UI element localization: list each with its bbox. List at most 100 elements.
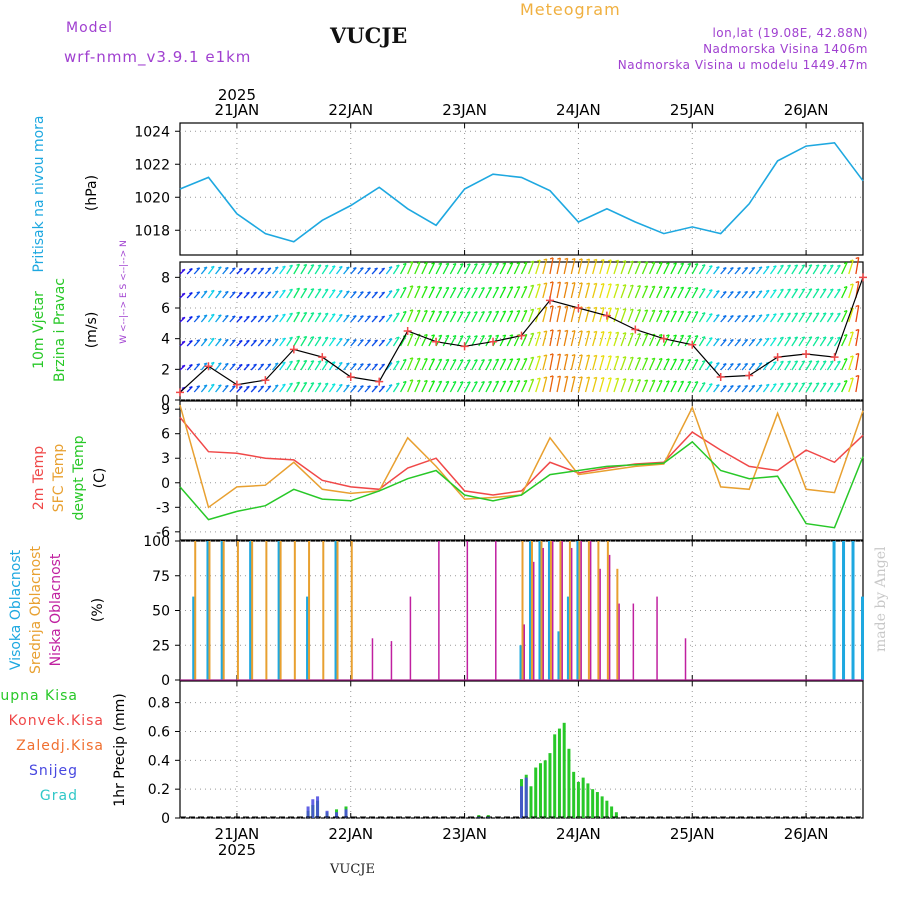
wind-arrow-head xyxy=(431,358,435,361)
wind-arrow-head xyxy=(687,334,691,338)
wind-arrow xyxy=(848,377,854,393)
wind-arrow xyxy=(542,330,548,347)
wind-arrow-head xyxy=(855,256,859,260)
wind-arrow-head xyxy=(815,336,820,339)
wind-arrow xyxy=(670,380,677,393)
wind-arrow xyxy=(826,312,834,323)
wind-arrow xyxy=(634,285,642,299)
wind-arrow xyxy=(456,287,464,299)
wind-arrow-head xyxy=(557,305,561,308)
wind-gust-marker xyxy=(716,373,725,381)
wind-arrow xyxy=(421,262,428,275)
wind-arrow-head xyxy=(367,267,371,270)
wind-arrow xyxy=(435,334,443,347)
wind-arrow-head xyxy=(549,257,554,260)
wind-arrow-head xyxy=(502,334,506,337)
wind-arrow-head xyxy=(843,310,848,313)
wind-ylabel-2: Brzina i Pravac xyxy=(52,278,68,382)
wind-arrow-head xyxy=(238,267,243,271)
cloud-series-0 xyxy=(192,541,864,680)
wind-arrow-head xyxy=(855,304,859,308)
wind-arrow xyxy=(769,265,777,275)
wind-arrow-head xyxy=(402,358,407,362)
wind-arrow-head xyxy=(246,339,250,343)
wind-arrow xyxy=(371,267,378,275)
wind-arrow-head xyxy=(310,336,314,339)
wind-arrow-head xyxy=(303,311,307,315)
wind-arrow-head xyxy=(509,310,513,313)
wind-arrow-head xyxy=(296,335,300,338)
wind-arrow xyxy=(357,315,364,323)
wind-arrow-head xyxy=(303,381,307,385)
wind-arrow xyxy=(421,286,428,299)
wind-arrow-head xyxy=(203,384,208,387)
wind-arrow xyxy=(264,363,272,371)
wind-arrow xyxy=(798,264,806,275)
wind-arrow xyxy=(741,267,749,275)
wind-arrow xyxy=(371,385,378,393)
wind-arrow-head xyxy=(607,307,612,310)
cloud-bar xyxy=(438,541,440,680)
wind-arrow xyxy=(414,309,421,323)
wind-arrow xyxy=(677,286,685,299)
wind-arrow-head xyxy=(765,313,770,316)
wind-arrow xyxy=(336,338,343,347)
wind-arrow xyxy=(364,385,371,393)
wind-arrow-head xyxy=(673,310,677,313)
wind-gust-marker xyxy=(602,311,611,320)
wind-arrow-head xyxy=(615,331,619,334)
wind-arrow xyxy=(229,291,236,299)
wind-arrow-head xyxy=(274,314,279,317)
wind-arrow xyxy=(691,311,699,323)
wind-arrow xyxy=(705,361,713,371)
wind-arrow-head xyxy=(680,286,684,289)
wind-arrow-head xyxy=(843,380,848,383)
wind-arrow xyxy=(229,385,236,393)
wind-arrow-head xyxy=(787,264,791,267)
wind-arrow-head xyxy=(571,282,576,285)
wind-arrow xyxy=(841,262,848,275)
wind-arrow xyxy=(478,359,485,371)
wind-arrow-head xyxy=(744,384,748,388)
wind-arrow xyxy=(698,382,706,393)
precip-legend-0: Ukupna Kisa xyxy=(0,688,78,704)
wind-arrow xyxy=(734,267,741,275)
pressure-ytick-label: 1018 xyxy=(134,223,170,239)
cloud-ylabel-low: Niska Oblacnost xyxy=(48,553,64,666)
wind-arrow xyxy=(442,311,450,323)
wind-arrow-head xyxy=(395,336,400,339)
wind-arrow xyxy=(798,288,806,299)
pressure-line xyxy=(179,141,864,243)
wind-arrow xyxy=(528,333,535,347)
wind-arrow-head xyxy=(523,285,528,289)
wind-arrow xyxy=(855,375,860,393)
wind-arrow xyxy=(584,258,591,275)
wind-arrow xyxy=(720,363,727,371)
wind-arrow xyxy=(200,314,208,323)
wind-arrow xyxy=(584,306,591,323)
wind-arrow xyxy=(399,359,407,371)
top-date-label: 26JAN xyxy=(784,101,829,119)
wind-arrow xyxy=(464,311,471,323)
precip-bar-total xyxy=(548,753,552,818)
wind-arrow xyxy=(677,310,685,323)
wind-arrow-head xyxy=(651,309,656,312)
wind-arrow-head xyxy=(673,286,677,289)
precip-bar-total xyxy=(600,796,604,818)
wind-arrow xyxy=(606,283,612,299)
wind-arrow-head xyxy=(644,285,648,288)
wind-arrow-head xyxy=(666,358,670,361)
wind-gust-marker xyxy=(574,304,583,312)
wind-arrow-head xyxy=(282,361,286,364)
wind-arrow-head xyxy=(474,359,478,362)
wind-arrow-head xyxy=(374,385,378,388)
wind-arrow-head xyxy=(557,375,561,378)
cloud-bar xyxy=(390,641,393,680)
cloud-bar xyxy=(599,568,601,680)
wind-arrow xyxy=(229,339,236,347)
wind-arrow xyxy=(855,353,860,371)
wind-arrow-head xyxy=(459,335,464,338)
wind-arrow-head xyxy=(673,358,677,361)
wind-arrow xyxy=(542,258,548,275)
wind-arrow-head xyxy=(523,309,528,313)
